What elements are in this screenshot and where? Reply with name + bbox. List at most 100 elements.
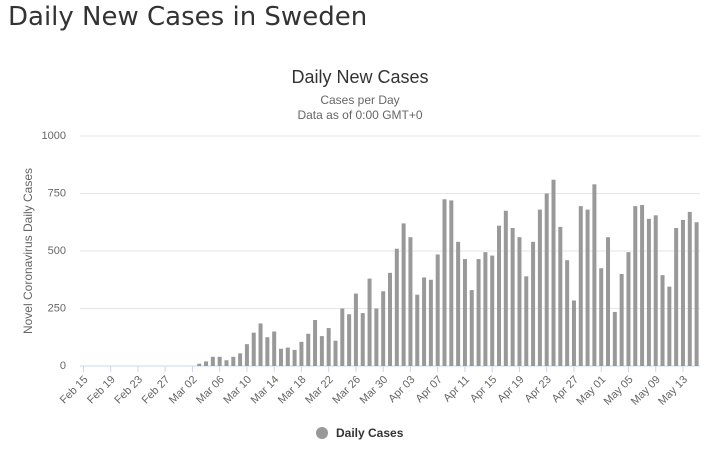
bar [292,349,297,366]
y-tick-label: 500 [48,245,66,257]
x-tick-label: Apr 07 [413,374,444,405]
bar [408,237,413,366]
bar [449,200,454,366]
x-tick-label: Mar 02 [167,374,200,407]
bar [347,314,352,366]
bar [653,215,658,366]
bar [544,193,549,366]
bar [578,206,583,366]
bar [374,308,379,366]
bar [224,360,229,366]
bar [401,223,406,366]
bar [435,254,440,366]
y-tick-label: 1000 [42,130,66,142]
bar [476,259,481,366]
bar [462,259,467,366]
bar [388,272,392,366]
bar [442,199,447,366]
bar [687,211,692,366]
bar [571,300,576,366]
bar [497,225,502,366]
bar [319,336,324,366]
x-tick-label: Feb 19 [85,374,118,407]
bar [551,179,556,366]
bar [469,290,474,366]
x-tick-label: Mar 26 [330,374,363,407]
bar [326,328,331,366]
bar [694,222,699,366]
bar [680,219,685,366]
bar [456,241,461,366]
page-title: Daily New Cases in Sweden [8,2,368,32]
x-tick-label: Feb 27 [140,374,173,407]
bar [217,356,222,366]
bar [422,277,427,366]
bar [394,248,399,366]
x-tick-label: Mar 06 [194,374,227,407]
bar [265,337,270,366]
bar [340,308,345,366]
bar [244,344,249,366]
bar [381,291,386,366]
x-tick-label: May 01 [574,374,608,408]
bar [633,206,638,366]
bar [517,237,522,366]
x-tick-label: Apr 11 [441,374,472,405]
bar [619,274,624,366]
bar [285,347,290,366]
bar [599,268,604,366]
bar [592,184,597,366]
bar [428,279,433,366]
x-tick-label: Apr 15 [468,374,499,405]
y-tick-label: 0 [60,360,66,372]
bar [640,205,645,366]
bar [646,218,651,366]
x-tick-label: Mar 30 [358,374,391,407]
bar [626,252,631,366]
bar [333,340,338,366]
bar [558,226,563,366]
bar [510,228,515,366]
bar [231,356,236,366]
bar [251,332,256,366]
bar [565,260,570,366]
y-tick-label: 750 [48,187,66,199]
legend-label[interactable]: Daily Cases [336,426,404,440]
y-axis-label: Novel Coronavirus Daily Cases [21,168,35,334]
x-tick-label: Feb 15 [58,374,91,407]
bar [258,323,263,366]
bar [306,333,311,366]
bar [204,361,209,366]
bar [367,278,372,366]
bar [524,276,529,366]
bar [415,294,420,366]
x-tick-label: Mar 14 [249,374,282,407]
bar [674,228,679,366]
bar [238,353,243,366]
bar [353,293,358,366]
x-tick-label: Apr 23 [522,374,553,405]
x-tick-label: Mar 18 [276,374,309,407]
x-tick-label: May 05 [602,374,636,408]
bar [537,209,542,366]
y-tick-label: 250 [48,302,66,314]
chart-title: Daily New Cases [291,67,428,87]
x-tick-label: Feb 23 [112,374,145,407]
x-tick-label: Apr 03 [386,374,417,405]
bar [667,286,672,366]
x-tick-label: Apr 19 [495,374,526,405]
bar [272,331,277,366]
bar [299,341,304,366]
bar [612,311,617,366]
x-tick-label: May 09 [629,374,663,408]
bar [531,241,536,366]
bar [360,313,365,366]
bar [490,255,495,366]
bar [660,275,665,366]
bar [210,356,215,366]
legend-swatch[interactable] [316,427,328,439]
bar [197,363,202,366]
x-tick-label: Mar 10 [221,374,254,407]
